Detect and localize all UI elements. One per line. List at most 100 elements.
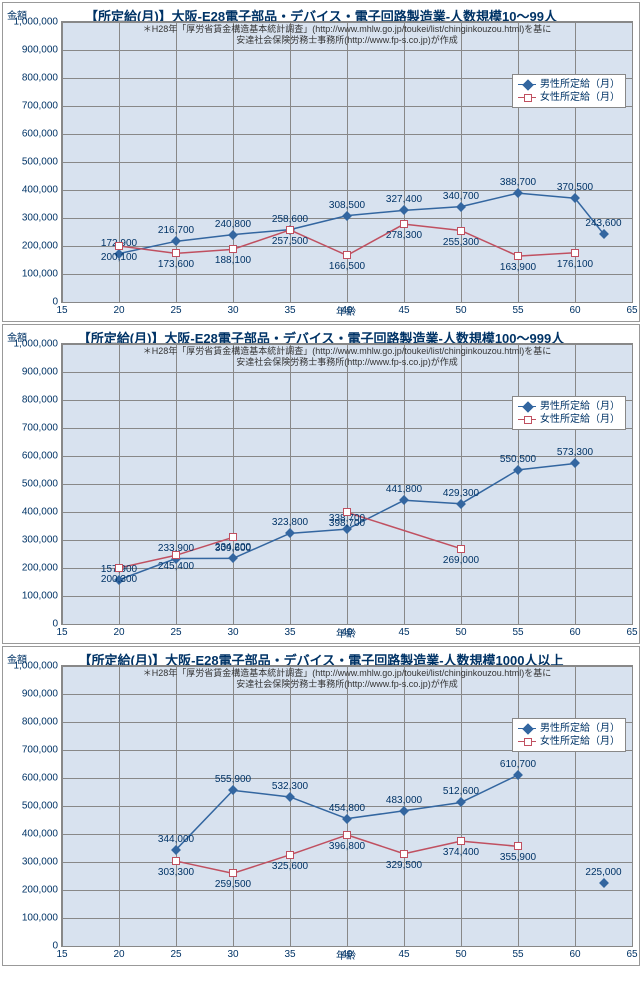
y-tick-label: 600,000 [22, 451, 58, 462]
x-tick-label: 55 [512, 627, 523, 638]
chart-panel: 【所定給(月)】大阪-E28電子部品・デバイス・電子回路製造業-人数規模1000… [2, 646, 640, 966]
data-label: 610,700 [500, 759, 536, 770]
x-tick-label: 20 [113, 949, 124, 960]
data-label: 259,500 [215, 879, 251, 890]
data-label: 200,300 [101, 574, 137, 585]
data-label: 327,400 [386, 194, 422, 205]
female-point [514, 252, 522, 260]
plot-area: 0100,000200,000300,000400,000500,000600,… [61, 343, 633, 625]
data-label: 255,300 [443, 237, 479, 248]
female-point [400, 850, 408, 858]
data-label: 398,700 [329, 518, 365, 529]
female-point [457, 227, 465, 235]
x-tick-label: 30 [227, 949, 238, 960]
y-tick-label: 700,000 [22, 423, 58, 434]
y-tick-label: 800,000 [22, 395, 58, 406]
data-label: 200,100 [101, 252, 137, 263]
x-axis-label: 年齢 [336, 625, 356, 640]
x-tick-label: 60 [569, 627, 580, 638]
female-point [229, 245, 237, 253]
chart-panel: 【所定給(月)】大阪-E28電子部品・デバイス・電子回路製造業-人数規模100～… [2, 324, 640, 644]
x-tick-label: 55 [512, 305, 523, 316]
data-label: 344,000 [158, 834, 194, 845]
plot-area: 0100,000200,000300,000400,000500,000600,… [61, 21, 633, 303]
data-label: 243,600 [585, 218, 621, 229]
y-tick-label: 1,000,000 [14, 661, 59, 672]
y-tick-label: 200,000 [22, 563, 58, 574]
y-tick-label: 500,000 [22, 157, 58, 168]
female-point [571, 249, 579, 257]
y-tick-label: 100,000 [22, 591, 58, 602]
y-tick-label: 400,000 [22, 829, 58, 840]
x-tick-label: 30 [227, 627, 238, 638]
female-point [457, 545, 465, 553]
y-tick-label: 200,000 [22, 885, 58, 896]
female-point [286, 851, 294, 859]
x-tick-label: 45 [398, 627, 409, 638]
data-label: 303,300 [158, 867, 194, 878]
x-tick-label: 60 [569, 949, 580, 960]
female-point [400, 220, 408, 228]
data-label: 555,900 [215, 774, 251, 785]
y-tick-label: 700,000 [22, 745, 58, 756]
x-tick-label: 45 [398, 305, 409, 316]
data-label: 512,600 [443, 786, 479, 797]
data-label: 225,000 [585, 867, 621, 878]
x-tick-label: 15 [56, 305, 67, 316]
x-tick-label: 15 [56, 627, 67, 638]
data-label: 173,600 [158, 259, 194, 270]
data-label: 441,800 [386, 484, 422, 495]
y-tick-label: 300,000 [22, 535, 58, 546]
x-tick-label: 65 [626, 627, 637, 638]
female-point [172, 857, 180, 865]
chart-panel: 【所定給(月)】大阪-E28電子部品・デバイス・電子回路製造業-人数規模10～9… [2, 2, 640, 322]
data-label: 429,300 [443, 488, 479, 499]
data-label: 550,500 [500, 454, 536, 465]
data-label: 257,500 [272, 236, 308, 247]
data-label: 396,800 [329, 841, 365, 852]
y-tick-label: 100,000 [22, 269, 58, 280]
x-axis-label: 年齢 [336, 303, 356, 318]
y-tick-label: 500,000 [22, 801, 58, 812]
data-label: 166,500 [329, 261, 365, 272]
data-label: 388,700 [500, 177, 536, 188]
female-point [343, 508, 351, 516]
y-tick-label: 1,000,000 [14, 17, 59, 28]
y-tick-label: 900,000 [22, 45, 58, 56]
y-tick-label: 500,000 [22, 479, 58, 490]
x-tick-label: 50 [455, 627, 466, 638]
x-tick-label: 25 [170, 627, 181, 638]
data-label: 329,500 [386, 860, 422, 871]
x-tick-label: 60 [569, 305, 580, 316]
y-tick-label: 400,000 [22, 185, 58, 196]
data-label: 163,900 [500, 262, 536, 273]
gridline [632, 344, 633, 624]
y-tick-label: 400,000 [22, 507, 58, 518]
x-tick-label: 55 [512, 949, 523, 960]
y-tick-label: 600,000 [22, 129, 58, 140]
data-label: 323,800 [272, 517, 308, 528]
data-label: 374,400 [443, 847, 479, 858]
female-point [343, 251, 351, 259]
data-label: 325,600 [272, 861, 308, 872]
female-point [286, 226, 294, 234]
x-tick-label: 30 [227, 305, 238, 316]
female-point [457, 837, 465, 845]
x-tick-label: 50 [455, 949, 466, 960]
x-tick-label: 20 [113, 627, 124, 638]
y-tick-label: 300,000 [22, 857, 58, 868]
x-tick-label: 15 [56, 949, 67, 960]
data-label: 258,600 [272, 214, 308, 225]
y-tick-label: 800,000 [22, 73, 58, 84]
data-label: 454,800 [329, 803, 365, 814]
data-label: 176,100 [557, 259, 593, 270]
x-tick-label: 25 [170, 305, 181, 316]
data-label: 240,800 [215, 219, 251, 230]
data-label: 269,000 [443, 555, 479, 566]
x-tick-label: 35 [284, 627, 295, 638]
x-axis-label: 年齢 [336, 947, 356, 962]
y-tick-label: 1,000,000 [14, 339, 59, 350]
gridline [632, 22, 633, 302]
y-tick-label: 900,000 [22, 689, 58, 700]
x-tick-label: 35 [284, 949, 295, 960]
